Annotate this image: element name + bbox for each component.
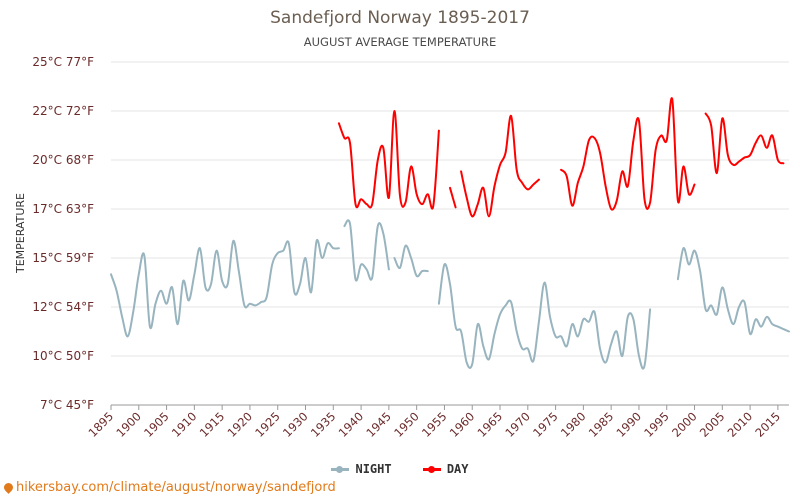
x-tick-label: 1900 (113, 409, 144, 440)
y-tick-label: 12°C 54°F (32, 300, 94, 314)
x-tick-label: 1990 (613, 409, 644, 440)
y-tick-label: 10°C 50°F (32, 349, 94, 363)
x-tick-label: 1925 (252, 409, 283, 440)
x-tick-label: 1920 (224, 409, 255, 440)
y-tick-label: 25°C 77°F (32, 55, 94, 69)
x-tick-label: 1960 (447, 409, 478, 440)
series-line-day[interactable] (560, 97, 696, 211)
y-tick-label: 20°C 68°F (32, 153, 94, 167)
legend-night-label: NIGHT (355, 462, 392, 476)
x-tick-label: 1950 (391, 409, 422, 440)
series-line-night[interactable] (437, 263, 652, 370)
y-tick-label: 22°C 72°F (32, 104, 94, 118)
x-tick-label: 2005 (697, 409, 728, 440)
legend-item-day[interactable]: DAY (422, 462, 469, 476)
chart-subtitle: AUGUST AVERAGE TEMPERATURE (303, 35, 497, 49)
legend-night-swatch (331, 466, 350, 473)
x-tick-label: 2015 (752, 409, 783, 440)
series-line-day[interactable] (704, 112, 785, 175)
x-tick-label: 1910 (169, 409, 200, 440)
series-line-night[interactable] (343, 219, 390, 282)
x-tick-label: 1940 (336, 409, 367, 440)
x-tick-label: 1955 (419, 409, 450, 440)
grid-lines (111, 61, 789, 406)
x-tick-label: 2000 (669, 409, 700, 440)
series-line-day[interactable] (449, 186, 457, 209)
legend-day-swatch (422, 466, 441, 473)
source-text[interactable]: hikersbay.com/climate/august/norway/sand… (16, 480, 336, 495)
x-tick-label: 1905 (141, 409, 172, 440)
location-pin-icon (2, 481, 15, 494)
x-tick-label: 1980 (558, 409, 589, 440)
series-line-night[interactable] (393, 244, 429, 278)
temperature-chart: 7°C 45°F 10°C 50°F 12°C 54°F 15°C 59°F 17°C … (14, 55, 790, 440)
x-tick-label: 1935 (308, 409, 339, 440)
source-link[interactable]: hikersbay.com/climate/august/norway/sand… (2, 480, 336, 495)
y-axis-ticks: 7°C 45°F 10°C 50°F 12°C 54°F 15°C 59°F 17°C … (32, 55, 94, 412)
series-lines (110, 97, 790, 370)
x-tick-label: 2010 (725, 409, 756, 440)
y-axis-label: TEMPERATURE (14, 193, 27, 274)
legend-item-night[interactable]: NIGHT (331, 462, 392, 476)
x-tick-label: 1930 (280, 409, 311, 440)
x-tick-label: 1915 (197, 409, 228, 440)
x-tick-label: 1895 (86, 409, 117, 440)
x-tick-label: 1975 (530, 409, 561, 440)
series-line-night[interactable] (110, 238, 340, 338)
x-tick-label: 1970 (502, 409, 533, 440)
x-tick-label: 1965 (475, 409, 506, 440)
y-tick-label: 17°C 63°F (32, 202, 94, 216)
y-tick-label: 15°C 59°F (32, 251, 94, 265)
series-line-day[interactable] (460, 114, 540, 218)
y-tick-label: 7°C 45°F (40, 398, 94, 412)
x-axis-ticks: 1895190019051910191519201925193019351940… (86, 405, 783, 440)
chart-title: Sandefjord Norway 1895-2017 (270, 8, 530, 28)
x-tick-label: 1985 (586, 409, 617, 440)
x-tick-label: 1995 (641, 409, 672, 440)
series-line-night[interactable] (676, 247, 790, 336)
x-tick-label: 1945 (363, 409, 394, 440)
series-line-day[interactable] (337, 109, 440, 210)
legend: NIGHT DAY (0, 462, 800, 476)
legend-day-label: DAY (446, 462, 469, 476)
